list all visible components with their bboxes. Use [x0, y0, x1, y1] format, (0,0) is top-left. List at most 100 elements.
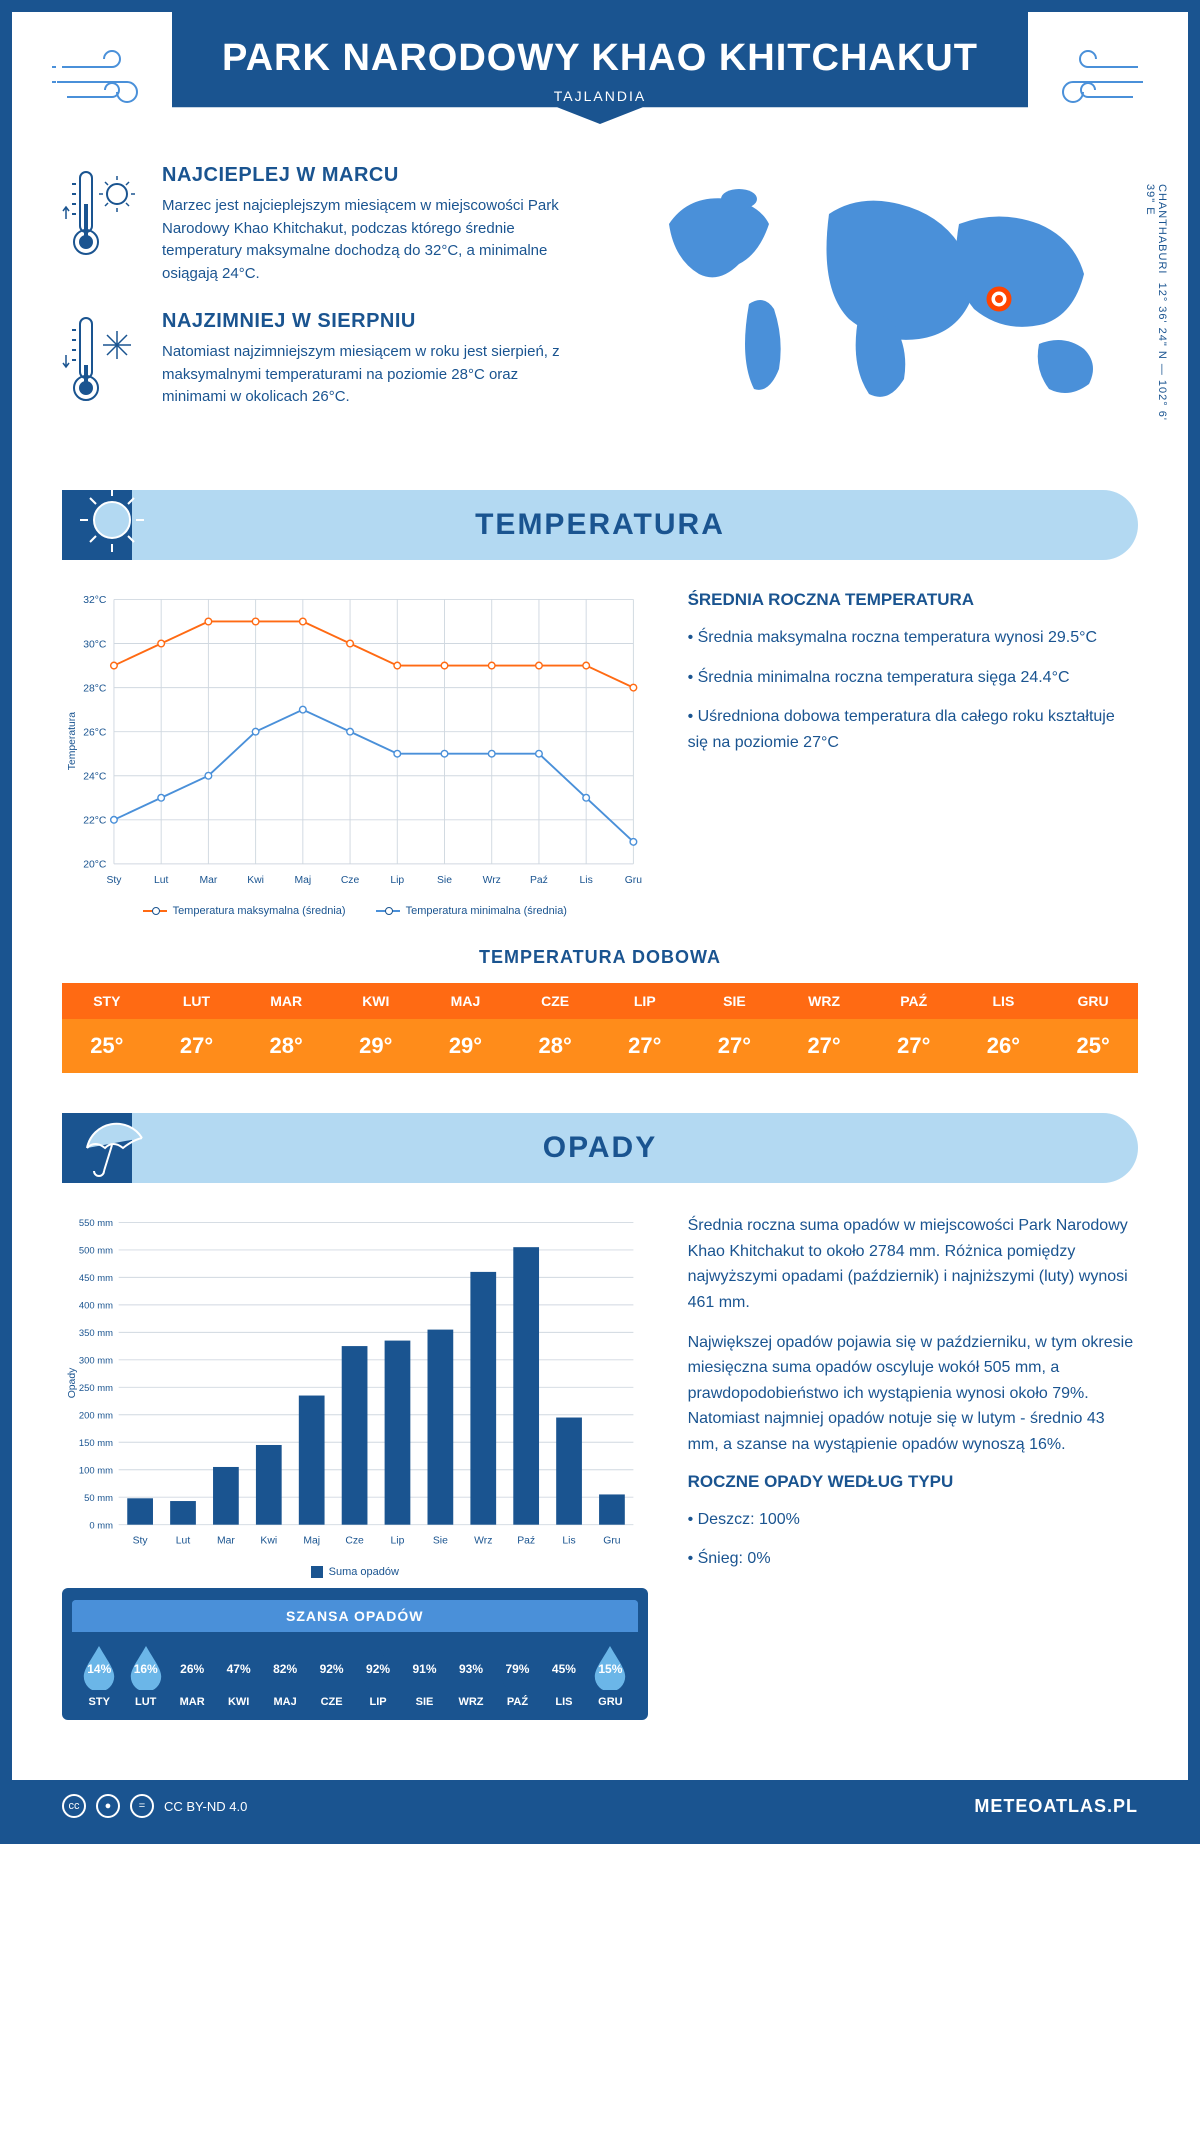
nd-icon: =: [130, 1794, 154, 1818]
rain-drop: 92%LIP: [355, 1642, 401, 1708]
month-header: LIP: [600, 983, 690, 1019]
month-header: STY: [62, 983, 152, 1019]
site-name: METEOATLAS.PL: [974, 1796, 1138, 1817]
temp-bullet-2: • Uśredniona dobowa temperatura dla całe…: [688, 704, 1138, 755]
svg-text:Sty: Sty: [106, 875, 122, 886]
svg-text:Paź: Paź: [517, 1536, 535, 1547]
warmest-title: NAJCIEPLEJ W MARCU: [162, 164, 580, 187]
svg-text:Mar: Mar: [217, 1536, 235, 1547]
svg-text:50 mm: 50 mm: [84, 1493, 113, 1504]
rain-drop: 92%CZE: [308, 1642, 354, 1708]
svg-text:100 mm: 100 mm: [79, 1466, 113, 1477]
rain-drop: 79%PAŹ: [494, 1642, 540, 1708]
section-title-precip: OPADY: [62, 1131, 1138, 1165]
svg-text:Lut: Lut: [176, 1536, 191, 1547]
intro-row: NAJCIEPLEJ W MARCU Marzec jest najcieple…: [12, 164, 1188, 470]
svg-text:Lip: Lip: [391, 1536, 405, 1547]
month-header: PAŹ: [869, 983, 959, 1019]
svg-text:24°C: 24°C: [83, 772, 107, 783]
svg-text:400 mm: 400 mm: [79, 1301, 113, 1312]
temp-cell: 27°: [152, 1019, 242, 1073]
world-map: [620, 164, 1138, 424]
svg-text:250 mm: 250 mm: [79, 1383, 113, 1394]
svg-text:Opady: Opady: [67, 1367, 78, 1398]
svg-text:Mar: Mar: [199, 875, 217, 886]
rain-drop: 14%STY: [76, 1642, 122, 1708]
svg-text:500 mm: 500 mm: [79, 1246, 113, 1257]
month-header: KWI: [331, 983, 421, 1019]
month-header: WRZ: [779, 983, 869, 1019]
svg-text:0 mm: 0 mm: [89, 1521, 113, 1532]
rain-drop: 82%MAJ: [262, 1642, 308, 1708]
rain-chance-panel: SZANSA OPADÓW 14%STY16%LUT26%MAR47%KWI82…: [62, 1588, 648, 1720]
coldest-title: NAJZIMNIEJ W SIERPNIU: [162, 310, 580, 333]
month-header: CZE: [510, 983, 600, 1019]
rain-drop: 93%WRZ: [448, 1642, 494, 1708]
svg-text:150 mm: 150 mm: [79, 1438, 113, 1449]
month-header: LIS: [959, 983, 1049, 1019]
section-precipitation: OPADY: [62, 1113, 1138, 1183]
svg-text:Kwi: Kwi: [260, 1536, 277, 1547]
license-badge: cc ● = CC BY-ND 4.0: [62, 1794, 247, 1818]
svg-text:Maj: Maj: [303, 1536, 320, 1547]
svg-text:Gru: Gru: [625, 875, 643, 886]
rain-drop: 26%MAR: [169, 1642, 215, 1708]
rain-drop: 16%LUT: [122, 1642, 168, 1708]
svg-text:Maj: Maj: [294, 875, 311, 886]
warmest-text: Marzec jest najcieplejszym miesiącem w m…: [162, 195, 580, 285]
svg-text:32°C: 32°C: [83, 595, 107, 606]
svg-text:20°C: 20°C: [83, 860, 107, 871]
svg-text:30°C: 30°C: [83, 639, 107, 650]
temp-cell: 27°: [779, 1019, 869, 1073]
sun-icon: [72, 480, 152, 560]
daily-temp-table: STYLUTMARKWIMAJCZELIPSIEWRZPAŹLISGRU 25°…: [62, 983, 1138, 1073]
month-header: MAR: [241, 983, 331, 1019]
svg-text:Lip: Lip: [390, 875, 404, 886]
svg-text:350 mm: 350 mm: [79, 1328, 113, 1339]
coordinates-label: CHANTHABURI 12° 36' 24" N — 102° 6' 39" …: [1144, 184, 1168, 440]
svg-text:Temperatura: Temperatura: [67, 712, 78, 770]
coldest-block: NAJZIMNIEJ W SIERPNIU Natomiast najzimni…: [62, 310, 580, 415]
svg-text:Wrz: Wrz: [474, 1536, 492, 1547]
temp-cell: 26°: [959, 1019, 1049, 1073]
footer: cc ● = CC BY-ND 4.0 METEOATLAS.PL: [12, 1780, 1188, 1832]
infographic-page: PARK NARODOWY KHAO KHITCHAKUT TAJLANDIA …: [0, 0, 1200, 1844]
temp-cell: 28°: [510, 1019, 600, 1073]
coldest-text: Natomiast najzimniejszym miesiącem w rok…: [162, 341, 580, 409]
temp-bullet-1: • Średnia minimalna roczna temperatura s…: [688, 665, 1138, 691]
temp-chart-legend: Temperatura maksymalna (średnia) Tempera…: [62, 905, 648, 917]
svg-text:Sty: Sty: [133, 1536, 149, 1547]
umbrella-icon: [72, 1103, 152, 1183]
svg-text:26°C: 26°C: [83, 727, 107, 738]
wind-icon-left: [52, 42, 172, 127]
temp-cell: 29°: [421, 1019, 511, 1073]
month-header: SIE: [690, 983, 780, 1019]
page-title: PARK NARODOWY KHAO KHITCHAKUT: [192, 37, 1008, 80]
svg-text:Lut: Lut: [154, 875, 169, 886]
precip-yearly-b1: • Śnieg: 0%: [688, 1546, 1138, 1572]
month-header: GRU: [1048, 983, 1138, 1019]
cc-icon: cc: [62, 1794, 86, 1818]
temp-cell: 25°: [1048, 1019, 1138, 1073]
svg-text:Cze: Cze: [341, 875, 360, 886]
precip-p2: Największej opadów pojawia się w paździe…: [688, 1330, 1138, 1458]
daily-temp-title: TEMPERATURA DOBOWA: [12, 947, 1188, 968]
temp-cell: 27°: [690, 1019, 780, 1073]
svg-text:Paź: Paź: [530, 875, 548, 886]
rain-drop: 45%LIS: [541, 1642, 587, 1708]
temperature-line-chart: 20°C22°C24°C26°C28°C30°C32°CStyLutMarKwi…: [62, 590, 648, 917]
svg-text:28°C: 28°C: [83, 683, 107, 694]
header-banner: PARK NARODOWY KHAO KHITCHAKUT TAJLANDIA: [172, 12, 1028, 124]
rain-chance-title: SZANSA OPADÓW: [72, 1600, 638, 1632]
thermometer-hot-icon: [62, 164, 142, 285]
precip-yearly-title: ROCZNE OPADY WEDŁUG TYPU: [688, 1472, 1138, 1492]
precip-p1: Średnia roczna suma opadów w miejscowośc…: [688, 1213, 1138, 1315]
section-title-temp: TEMPERATURA: [62, 508, 1138, 542]
license-text: CC BY-ND 4.0: [164, 1799, 247, 1814]
svg-text:Cze: Cze: [345, 1536, 364, 1547]
wind-icon-right: [1028, 42, 1148, 127]
svg-text:Gru: Gru: [603, 1536, 621, 1547]
svg-text:Kwi: Kwi: [247, 875, 264, 886]
month-header: MAJ: [421, 983, 511, 1019]
svg-text:300 mm: 300 mm: [79, 1356, 113, 1367]
